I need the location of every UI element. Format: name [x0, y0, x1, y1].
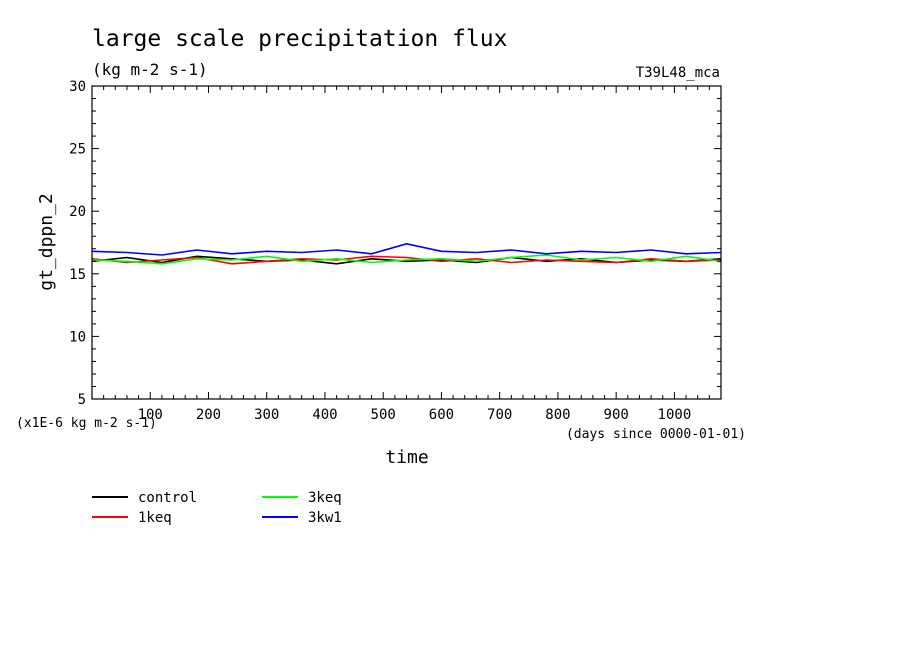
x-tick-label: 900 — [604, 407, 629, 423]
series-line-1keq — [92, 255, 721, 265]
y-scale-note: (x1E-6 kg m-2 s-1) — [16, 416, 157, 431]
run-label: T39L48_mca — [636, 65, 720, 81]
y-tick-label: 20 — [69, 204, 86, 220]
x-tick-label: 200 — [196, 407, 221, 423]
x-units-label: (days since 0000-01-01) — [566, 427, 746, 442]
x-tick-label: 100 — [138, 407, 163, 423]
x-tick-label: 800 — [545, 407, 570, 423]
x-axis-label: time — [385, 447, 428, 468]
x-tick-label: 1000 — [658, 407, 692, 423]
legend-label-control: control — [138, 490, 197, 506]
legend-label-3keq: 3keq — [308, 490, 342, 506]
legend-label-3kw1: 3kw1 — [308, 510, 342, 526]
y-tick-label: 30 — [69, 79, 86, 95]
series-layer — [92, 242, 721, 265]
axis-ticks: 100 200 300 400 500 600 700 800 900 1000 5 10 15 20 25… — [69, 79, 721, 423]
x-tick-label: 700 — [487, 407, 512, 423]
legend: control 1keq 3keq 3kw1 — [92, 490, 342, 526]
y-axis-label: gt_dppn_2 — [36, 193, 57, 291]
x-tick-label: 300 — [254, 407, 279, 423]
series-line-3keq — [92, 254, 721, 265]
y-tick-label: 25 — [69, 142, 86, 158]
chart-units: (kg m-2 s-1) — [92, 60, 208, 79]
y-tick-label: 15 — [69, 267, 86, 283]
y-tick-label: 5 — [78, 392, 86, 408]
x-tick-label: 500 — [371, 407, 396, 423]
legend-label-1keq: 1keq — [138, 510, 172, 526]
series-line-3kw1 — [92, 242, 721, 256]
y-tick-label: 10 — [69, 329, 86, 345]
x-tick-label: 400 — [312, 407, 337, 423]
chart-title: large scale precipitation flux — [92, 26, 507, 52]
x-tick-label: 600 — [429, 407, 454, 423]
plot-frame — [91, 85, 722, 400]
